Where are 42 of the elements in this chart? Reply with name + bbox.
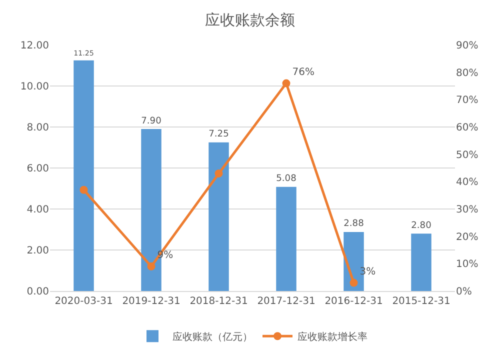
y2-tick-label: 70% <box>456 95 478 106</box>
bar <box>208 142 229 291</box>
y-tick-label: 4.00 <box>26 204 49 216</box>
point <box>350 278 358 287</box>
y2-tick-label: 80% <box>456 68 478 79</box>
point <box>214 169 223 178</box>
x-tick-label: 2019-12-31 <box>122 296 180 307</box>
y2-tick-label: 90% <box>456 40 478 52</box>
y2-tick-label: 0% <box>456 286 472 298</box>
x-tick-label: 2017-12-31 <box>257 296 316 307</box>
x-tick-label: 2020-03-31 <box>54 296 113 307</box>
bar <box>276 186 296 291</box>
data-label: 7.90 <box>141 116 162 126</box>
x-tick-label: 2016-12-31 <box>324 296 383 307</box>
y-tick-label: 6.00 <box>26 164 49 174</box>
point <box>282 79 290 88</box>
x-tick-label: 2018-12-31 <box>190 296 248 307</box>
legend-label: 应收账款（亿元） <box>172 331 252 344</box>
chart-title: 应收账款余额 <box>205 10 295 29</box>
y2-tick-label: 40% <box>456 177 478 188</box>
data-label: 7.25 <box>208 130 229 140</box>
point <box>147 262 156 270</box>
data-label: 11.25 <box>74 48 94 58</box>
y2-tick-label: 10% <box>456 259 478 270</box>
y-tick-label: 10.00 <box>20 82 49 92</box>
y-tick-label: 2.00 <box>26 246 49 256</box>
data-label: 76% <box>292 66 314 78</box>
legend-label: 应收账款增长率 <box>298 331 368 344</box>
x-tick-label: 2015-12-31 <box>392 296 450 307</box>
y-tick-label: 12.00 <box>20 40 49 52</box>
bar <box>411 234 432 291</box>
y2-tick-label: 20% <box>456 232 478 243</box>
data-label: 2.88 <box>344 219 364 230</box>
y2-tick-label: 60% <box>456 122 478 134</box>
bar <box>74 60 94 291</box>
data-label: 5.08 <box>276 174 297 184</box>
y-tick-label: 8.00 <box>26 122 49 134</box>
y2-tick-label: 50% <box>456 150 478 161</box>
data-label: 2.80 <box>411 220 432 231</box>
y-tick-label: 0.00 <box>26 286 49 298</box>
y2-tick-label: 30% <box>456 204 478 216</box>
point <box>80 186 88 194</box>
